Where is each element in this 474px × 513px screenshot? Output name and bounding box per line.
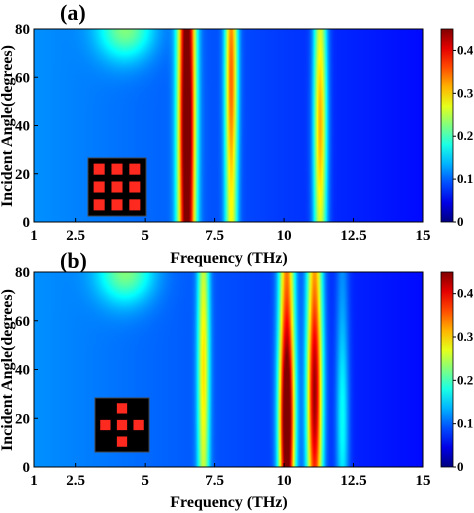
panel-a-x-ticks: 1 2.5 5 7.5 10 12.5 15 [30, 218, 431, 244]
x-tick-label: 5 [141, 473, 149, 489]
colorbar-tick-label: 0.2 [457, 128, 473, 143]
unit-cell-patch [133, 419, 144, 431]
x-tick-label: 12.5 [340, 228, 366, 244]
unit-cell-patch [93, 181, 105, 193]
y-tick-label: 60 [15, 70, 30, 86]
y-tick-label: 40 [15, 119, 30, 135]
unit-cell-patch [111, 181, 123, 193]
panel-a-unit-cell [87, 157, 147, 217]
panel-b-y-ticks: 0 20 40 60 80 [15, 265, 38, 476]
panel-a-xlabel: Frequency (THz) [170, 250, 287, 267]
colorbar-tick-label: 0.4 [457, 42, 474, 57]
panel-b-x-ticks: 1 2.5 5 7.5 10 12.5 15 [30, 463, 431, 489]
y-tick-label: 20 [15, 411, 30, 427]
x-tick-label: 2.5 [66, 228, 85, 244]
x-tick-label: 15 [416, 228, 431, 244]
panel-a-colorbar-ticks: 0 0.1 0.2 0.3 0.4 [453, 42, 474, 229]
x-tick-label: 15 [416, 473, 431, 489]
x-tick-label: 1 [30, 473, 38, 489]
panel-a-ylabel: Incident Angle(degrees) [0, 45, 16, 207]
x-tick-label: 12.5 [340, 473, 366, 489]
unit-cell-patch [116, 403, 128, 414]
colorbar-tick-label: 0.1 [457, 171, 473, 186]
x-tick-label: 10 [277, 473, 292, 489]
y-tick-label: 0 [23, 460, 31, 476]
panel-a-label: (a) [60, 0, 86, 25]
unit-cell-patch [129, 199, 141, 211]
unit-cell-patch [116, 419, 128, 431]
x-tick-label: 7.5 [205, 473, 224, 489]
colorbar-tick-label: 0.1 [457, 416, 473, 431]
panel-b-label: (b) [60, 248, 87, 273]
x-tick-label: 1 [30, 228, 38, 244]
unit-cell-patch [100, 419, 111, 431]
colorbar-tick-label: 0 [457, 214, 464, 229]
y-tick-label: 60 [15, 314, 30, 330]
unit-cell-patch [93, 163, 105, 175]
colorbar-tick-label: 0.4 [457, 286, 474, 301]
panel-b-colorbar-ticks: 0 0.1 0.2 0.3 0.4 [453, 286, 474, 474]
panel-a-colorbar [440, 28, 454, 223]
colorbar-tick-label: 0 [457, 459, 464, 474]
panel-b-heatmap [34, 272, 423, 467]
unit-cell-patch [129, 163, 141, 175]
y-tick-label: 0 [23, 215, 31, 231]
x-tick-label: 2.5 [66, 473, 85, 489]
colorbar-tick-label: 0.3 [457, 329, 474, 344]
colorbar-tick-label: 0.3 [457, 85, 474, 100]
x-tick-label: 10 [277, 228, 292, 244]
panel-b-colorbar [440, 271, 454, 468]
unit-cell-patch [129, 181, 141, 193]
y-tick-label: 20 [15, 167, 30, 183]
panel-b-ylabel: Incident Angle(degrees) [0, 289, 16, 451]
panel-a-y-ticks: 0 20 40 60 80 [15, 22, 38, 231]
y-tick-label: 80 [15, 265, 30, 281]
unit-cell-patch [116, 436, 128, 447]
panel-b-xlabel: Frequency (THz) [170, 494, 287, 511]
y-tick-label: 40 [15, 363, 30, 379]
panel-b-unit-cell [94, 397, 150, 453]
x-tick-label: 5 [141, 228, 149, 244]
unit-cell-patch [111, 199, 123, 211]
colorbar-tick-label: 0.2 [457, 372, 473, 387]
unit-cell-patch [93, 199, 105, 211]
x-tick-label: 7.5 [205, 228, 224, 244]
y-tick-label: 80 [15, 22, 30, 38]
unit-cell-patch [111, 163, 123, 175]
